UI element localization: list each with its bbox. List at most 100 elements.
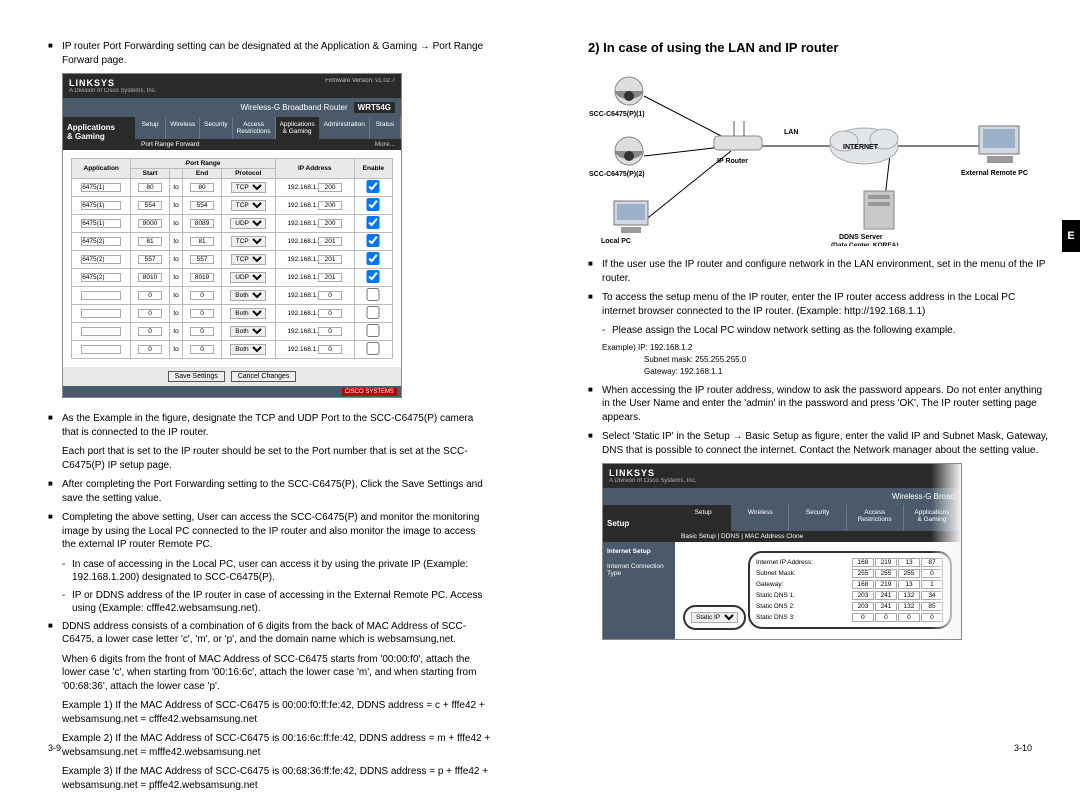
end-port-input[interactable] xyxy=(190,201,214,210)
protocol-select[interactable]: Both xyxy=(230,308,266,319)
more-link[interactable]: More... xyxy=(375,141,395,148)
tab[interactable]: Security xyxy=(200,117,232,139)
enable-checkbox[interactable] xyxy=(361,342,385,355)
end-port-input[interactable] xyxy=(190,255,214,264)
start-port-input[interactable] xyxy=(138,309,162,318)
ip-octet-input[interactable] xyxy=(852,569,874,578)
enable-checkbox[interactable] xyxy=(361,198,385,211)
ip-octet-input[interactable] xyxy=(852,613,874,622)
protocol-select[interactable]: TCP xyxy=(231,254,266,265)
save-settings-button[interactable]: Save Settings xyxy=(168,371,225,382)
tab[interactable]: Security xyxy=(789,505,846,531)
protocol-select[interactable]: UDP xyxy=(230,218,266,229)
side-label: Internet Connection Type xyxy=(607,563,671,577)
ip-suffix-input[interactable] xyxy=(318,255,342,264)
application-input[interactable] xyxy=(81,291,121,300)
tab[interactable]: Administration xyxy=(320,117,370,139)
ip-suffix-input[interactable] xyxy=(318,183,342,192)
application-input[interactable] xyxy=(81,183,121,192)
enable-checkbox[interactable] xyxy=(361,234,385,247)
ip-fields-oval: Internet IP Address:Subnet Mask:Gateway:… xyxy=(748,551,952,629)
ip-octet-input[interactable] xyxy=(875,602,897,611)
ip-octet-input[interactable] xyxy=(898,558,920,567)
ip-octet-input[interactable] xyxy=(898,613,920,622)
enable-checkbox[interactable] xyxy=(361,270,385,283)
application-input[interactable] xyxy=(81,201,121,210)
tab[interactable]: Setup xyxy=(675,505,732,531)
ip-suffix-input[interactable] xyxy=(318,291,342,300)
subnav[interactable]: Port Range Forward xyxy=(141,141,200,148)
protocol-select[interactable]: UDP xyxy=(230,272,266,283)
start-port-input[interactable] xyxy=(138,237,162,246)
protocol-select[interactable]: TCP xyxy=(231,236,266,247)
end-port-input[interactable] xyxy=(190,345,214,354)
end-port-input[interactable] xyxy=(190,237,214,246)
application-input[interactable] xyxy=(81,255,121,264)
side-label: Internet Setup xyxy=(607,548,671,555)
protocol-select[interactable]: Both xyxy=(230,344,266,355)
ip-suffix-input[interactable] xyxy=(318,237,342,246)
enable-checkbox[interactable] xyxy=(361,288,385,301)
start-port-input[interactable] xyxy=(138,183,162,192)
ip-octet-input[interactable] xyxy=(898,580,920,589)
ip-octet-input[interactable] xyxy=(898,591,920,600)
tab[interactable]: Wireless xyxy=(732,505,789,531)
tab[interactable]: Wireless xyxy=(166,117,200,139)
ip-octet-input[interactable] xyxy=(852,580,874,589)
ip-octet-input[interactable] xyxy=(875,613,897,622)
application-input[interactable] xyxy=(81,237,121,246)
subnav[interactable]: Basic Setup | DDNS | MAC Address Clone xyxy=(675,531,961,542)
enable-checkbox[interactable] xyxy=(361,306,385,319)
ip-suffix-input[interactable] xyxy=(318,327,342,336)
end-port-input[interactable] xyxy=(190,219,214,228)
start-port-input[interactable] xyxy=(138,345,162,354)
start-port-input[interactable] xyxy=(138,327,162,336)
end-port-input[interactable] xyxy=(190,183,214,192)
end-port-input[interactable] xyxy=(190,309,214,318)
enable-checkbox[interactable] xyxy=(361,324,385,337)
application-input[interactable] xyxy=(81,219,121,228)
tab[interactable]: Access Restrictions xyxy=(847,505,904,531)
tab[interactable]: Applications & Gaming xyxy=(276,117,320,139)
ip-octet-input[interactable] xyxy=(852,591,874,600)
protocol-select[interactable]: TCP xyxy=(231,182,266,193)
enable-checkbox[interactable] xyxy=(361,216,385,229)
tab[interactable]: Setup xyxy=(135,117,166,139)
cancel-changes-button[interactable]: Cancel Changes xyxy=(231,371,297,382)
ip-octet-input[interactable] xyxy=(875,558,897,567)
start-port-input[interactable] xyxy=(138,255,162,264)
protocol-select[interactable]: TCP xyxy=(231,200,266,211)
ip-octet-input[interactable] xyxy=(875,580,897,589)
enable-checkbox[interactable] xyxy=(361,252,385,265)
ip-octet-input[interactable] xyxy=(875,569,897,578)
ip-octet-input[interactable] xyxy=(852,602,874,611)
ip-octet-input[interactable] xyxy=(898,602,920,611)
ip-suffix-input[interactable] xyxy=(318,345,342,354)
end-port-input[interactable] xyxy=(190,273,214,282)
tab[interactable]: Status xyxy=(370,117,401,139)
ip-suffix-input[interactable] xyxy=(318,273,342,282)
application-input[interactable] xyxy=(81,309,121,318)
start-port-input[interactable] xyxy=(138,219,162,228)
start-port-input[interactable] xyxy=(138,273,162,282)
start-port-input[interactable] xyxy=(138,291,162,300)
tab[interactable]: Access Restrictions xyxy=(233,117,276,139)
application-input[interactable] xyxy=(81,273,121,282)
ip-octet-input[interactable] xyxy=(898,569,920,578)
ip-suffix-input[interactable] xyxy=(318,219,342,228)
application-input[interactable] xyxy=(81,327,121,336)
ip-octet-input[interactable] xyxy=(852,558,874,567)
end-port-input[interactable] xyxy=(190,327,214,336)
enable-checkbox[interactable] xyxy=(361,180,385,193)
ip-octet-input[interactable] xyxy=(875,591,897,600)
end-port-input[interactable] xyxy=(190,291,214,300)
start-port-input[interactable] xyxy=(138,201,162,210)
connection-type-select[interactable]: Static IP xyxy=(691,612,738,623)
ip-suffix-input[interactable] xyxy=(318,309,342,318)
paragraph: Each port that is set to the IP router s… xyxy=(62,445,492,472)
application-input[interactable] xyxy=(81,345,121,354)
ip-suffix-input[interactable] xyxy=(318,201,342,210)
protocol-select[interactable]: Both xyxy=(230,326,266,337)
field-label: Static DNS 2: xyxy=(756,603,852,610)
protocol-select[interactable]: Both xyxy=(230,290,266,301)
